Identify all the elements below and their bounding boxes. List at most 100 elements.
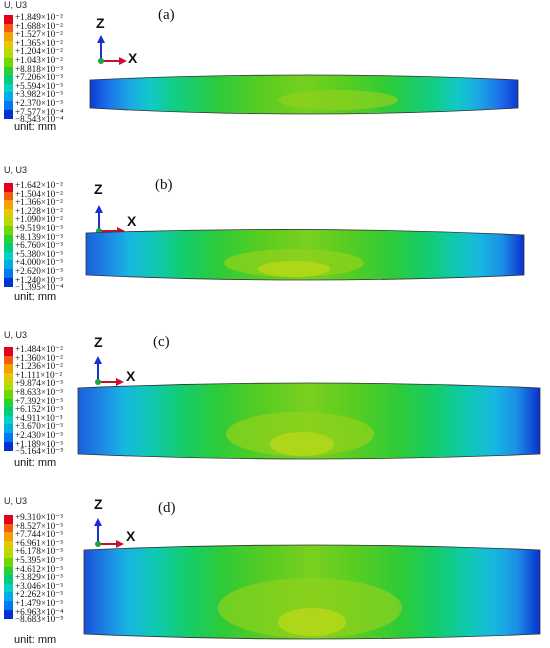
legend-row: +1.236×10⁻² xyxy=(4,361,96,374)
legend-value: +3.829×10⁻³ xyxy=(15,572,63,583)
legend-row: +1.688×10⁻² xyxy=(4,20,96,33)
legend-value: +1.484×10⁻² xyxy=(15,344,63,354)
coordinate-triad-icon xyxy=(97,35,127,65)
legend-row: +2.262×10⁻³ xyxy=(4,589,96,602)
legend-swatch xyxy=(4,575,13,585)
legend-swatch xyxy=(4,58,13,67)
legend-swatch xyxy=(4,398,13,408)
legend-swatch xyxy=(4,415,13,425)
x-axis-label: X xyxy=(126,528,136,544)
legend-swatch xyxy=(4,75,13,85)
legend-swatch xyxy=(4,217,13,227)
legend-swatch xyxy=(4,83,13,93)
legend-value: +6.178×10⁻³ xyxy=(15,546,63,557)
legend-swatch xyxy=(4,183,13,192)
legend-row: +2.620×10⁻³ xyxy=(4,266,96,278)
legend-value: +1.240×10⁻³ xyxy=(15,274,63,285)
legend-value: +8.818×10⁻³ xyxy=(15,63,63,74)
legend-row: +3.982×10⁻³ xyxy=(4,89,96,102)
legend-swatch xyxy=(4,407,13,417)
legend-row: +6.152×10⁻³ xyxy=(4,404,96,417)
legend-swatch xyxy=(4,347,13,356)
legend-value: +1.504×10⁻² xyxy=(15,188,63,199)
legend-swatch xyxy=(4,208,13,218)
unit-label: unit: mm xyxy=(14,634,57,646)
legend-row: +1.090×10⁻² xyxy=(4,214,96,227)
legend-row: +1.366×10⁻² xyxy=(4,197,96,210)
legend-row: +1.360×10⁻² xyxy=(4,352,96,365)
legend-row: +1.228×10⁻² xyxy=(4,206,96,218)
legend-value: +1.688×10⁻² xyxy=(15,20,63,31)
legend-row: +8.527×10⁻³ xyxy=(4,520,96,533)
legend-row: +7.206×10⁻³ xyxy=(4,72,96,85)
legend-value: +1.365×10⁻² xyxy=(15,37,63,48)
legend-swatch xyxy=(4,549,13,559)
legend-swatch xyxy=(4,32,13,42)
legend-value: +3.046×10⁻³ xyxy=(15,580,63,591)
deformed-beam-contour xyxy=(83,544,541,640)
legend-swatch xyxy=(4,191,13,201)
legend-row: +1.479×10⁻³ xyxy=(4,598,96,610)
legend-row: +1.189×10⁻³ xyxy=(4,438,96,451)
legend-row: +7.577×10⁻⁴ xyxy=(4,106,96,119)
legend-value: +6.961×10⁻³ xyxy=(15,537,63,548)
legend-value: +1.360×10⁻² xyxy=(15,352,63,363)
legend-swatch xyxy=(4,364,13,374)
legend-value: +8.139×10⁻³ xyxy=(15,231,63,242)
legend-value: +5.594×10⁻³ xyxy=(15,80,63,91)
legend-title: U, U3 xyxy=(4,330,28,340)
legend-title: U, U3 xyxy=(4,496,28,506)
legend-value: +4.000×10⁻³ xyxy=(15,257,63,268)
legend-row: −5.164×10⁻⁵ xyxy=(4,446,96,459)
legend-swatch xyxy=(4,251,13,261)
legend-value: +8.633×10⁻³ xyxy=(15,387,63,397)
legend-value: +6.760×10⁻³ xyxy=(15,240,63,251)
legend-swatch xyxy=(4,372,13,382)
legend-value: +1.204×10⁻² xyxy=(15,46,63,57)
legend-row: +3.670×10⁻³ xyxy=(4,421,96,434)
coordinate-triad-icon xyxy=(94,356,124,386)
legend-row: +6.760×10⁻³ xyxy=(4,240,96,253)
panel-b: U, U3 +1.642×10⁻² +1.504×10⁻² +1.366×10⁻² +… xyxy=(0,165,550,325)
legend-value: +7.577×10⁻⁴ xyxy=(15,106,64,117)
legend-row: +3.829×10⁻³ xyxy=(4,572,96,585)
legend-row: +7.744×10⁻³ xyxy=(4,529,96,542)
legend-value: +1.189×10⁻³ xyxy=(15,438,63,449)
legend-value: −1.395×10⁻⁴ xyxy=(15,282,64,293)
legend-row: +5.594×10⁻³ xyxy=(4,80,96,93)
legend-swatch xyxy=(4,277,13,287)
z-axis-label: Z xyxy=(96,15,105,31)
legend-swatch xyxy=(4,540,13,550)
legend-swatch xyxy=(4,601,13,610)
deformed-beam-contour xyxy=(77,382,541,460)
panel-label: (b) xyxy=(155,177,173,193)
legend-swatch xyxy=(4,200,13,210)
legend-swatch xyxy=(4,234,13,244)
legend-value: +1.642×10⁻² xyxy=(15,180,63,190)
legend-row: +6.178×10⁻³ xyxy=(4,546,96,559)
legend-row: +5.395×10⁻³ xyxy=(4,555,96,567)
panel-a: U, U3 +1.849×10⁻² +1.688×10⁻² +1.527×10⁻² +… xyxy=(0,0,550,160)
legend-value: +9.310×10⁻³ xyxy=(15,512,63,522)
unit-label: unit: mm xyxy=(14,291,57,303)
legend-swatch xyxy=(4,260,13,270)
legend-swatch xyxy=(4,226,13,235)
z-axis-label: Z xyxy=(94,334,103,350)
z-axis-label: Z xyxy=(94,181,103,197)
legend-value: +1.849×10⁻² xyxy=(15,12,63,22)
legend-swatch xyxy=(4,355,13,365)
legend-row: +1.849×10⁻² xyxy=(4,12,96,24)
legend-row: +4.612×10⁻³ xyxy=(4,564,96,576)
legend-value: +8.527×10⁻³ xyxy=(15,520,63,531)
legend-swatch xyxy=(4,15,13,24)
legend-value: +2.370×10⁻³ xyxy=(15,98,63,108)
legend-swatch xyxy=(4,441,13,451)
legend-value: +1.527×10⁻² xyxy=(15,29,63,40)
legend-swatch xyxy=(4,381,13,391)
legend-row: +1.240×10⁻³ xyxy=(4,274,96,287)
contour-legend: U, U3 +1.642×10⁻² +1.504×10⁻² +1.366×10⁻² +… xyxy=(4,165,96,295)
deformed-beam-contour xyxy=(85,229,525,281)
legend-swatch xyxy=(4,515,13,524)
legend-row: +1.043×10⁻² xyxy=(4,55,96,67)
legend-row: +1.504×10⁻² xyxy=(4,188,96,201)
